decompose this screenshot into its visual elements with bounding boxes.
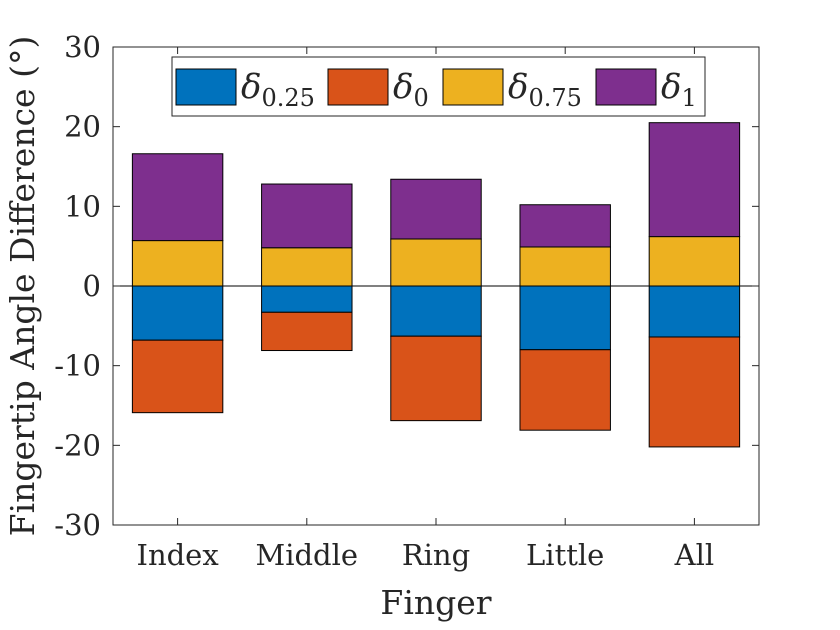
legend-swatch-delta-1 (595, 68, 657, 106)
legend-swatch-delta-0-25 (175, 68, 237, 106)
bar-little-delta-0 (519, 349, 611, 431)
legend-label-delta-1: δ1 (661, 67, 697, 112)
bar-middle-delta-1 (261, 183, 353, 249)
bar-all-delta-0-75 (648, 236, 741, 287)
bar-little-delta-1 (519, 204, 611, 248)
y-tick-label: 0 (83, 269, 101, 303)
bar-middle-delta-0 (261, 311, 353, 352)
x-axis: Index Middle Ring Little All (136, 47, 714, 572)
y-tick-label: 20 (64, 110, 101, 144)
bar-little-delta-0-75 (519, 246, 611, 287)
y-tick-label: 30 (64, 30, 101, 64)
legend-label-delta-0-75: δ0.75 (508, 67, 582, 112)
legend-swatch-delta-0-75 (442, 68, 504, 106)
x-tick-label: Little (526, 538, 604, 572)
y-axis: -30 -20 -10 0 10 20 30 (54, 30, 759, 542)
bar-index-delta-0-75 (131, 240, 224, 287)
legend: δ0.25 δ0 δ0.75 δ1 (171, 56, 706, 117)
x-axis-label: Finger (380, 583, 491, 622)
legend-label-delta-0: δ0 (393, 67, 429, 112)
bars-layer (131, 122, 741, 448)
bar-middle-delta-0-75 (261, 247, 353, 287)
bar-ring-delta-1 (390, 178, 482, 240)
y-tick-label: 10 (64, 189, 101, 223)
legend-swatch-delta-0 (327, 68, 389, 106)
bar-all-delta-0 (648, 336, 741, 448)
bar-index-delta-1 (131, 153, 224, 242)
x-tick-label: Ring (402, 538, 470, 572)
bar-all-delta-1 (648, 122, 741, 238)
x-tick-label: Middle (256, 538, 359, 572)
bar-little-delta-0-25 (519, 285, 611, 351)
bar-all-delta-0-25 (648, 285, 741, 338)
x-tick-label: All (674, 538, 715, 572)
y-tick-label: -10 (54, 349, 101, 383)
bar-ring-delta-0-75 (390, 238, 482, 287)
x-tick-label: Index (136, 538, 218, 572)
y-tick-label: -20 (54, 428, 101, 462)
bar-index-delta-0-25 (131, 285, 224, 341)
y-tick-label: -30 (54, 508, 101, 542)
bar-middle-delta-0-25 (261, 285, 353, 313)
bar-ring-delta-0-25 (390, 285, 482, 337)
bar-ring-delta-0 (390, 335, 482, 422)
y-axis-label: Fingertip Angle Difference (°) (3, 36, 42, 537)
legend-label-delta-0-25: δ0.25 (241, 67, 315, 112)
bar-index-delta-0 (131, 339, 224, 414)
